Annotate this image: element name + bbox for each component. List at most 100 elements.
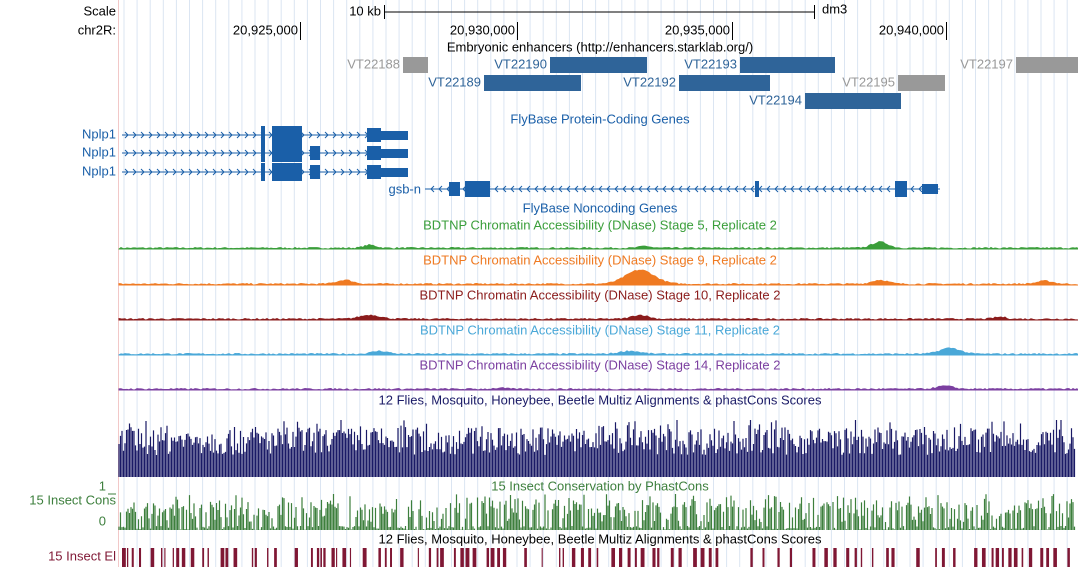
signal (118, 347, 1078, 356)
strand-arrow (228, 149, 233, 157)
element (541, 548, 543, 567)
signal (118, 385, 1078, 391)
strand-arrow (124, 131, 129, 139)
strand-arrow (124, 168, 129, 176)
strand-arrow (550, 185, 555, 193)
strand-arrow (228, 168, 233, 176)
strand-arrow (196, 168, 201, 176)
strand-arrow (132, 168, 137, 176)
strand-arrow (438, 185, 443, 193)
exon (310, 165, 320, 179)
utr (381, 131, 408, 140)
strand-arrow (886, 185, 891, 193)
element (465, 548, 470, 567)
strand-arrow (822, 185, 827, 193)
track-label: 15 Insect El (48, 548, 116, 563)
element (190, 548, 195, 567)
element (490, 548, 495, 567)
strand-arrow (718, 185, 723, 193)
strand-arrow (252, 149, 257, 157)
element (916, 548, 920, 567)
strand-arrow (196, 131, 201, 139)
element (871, 548, 874, 567)
strand-arrow (798, 185, 803, 193)
track-title: 12 Flies, Mosquito, Honeybee, Beetle Mul… (379, 392, 822, 407)
strand-arrow (132, 149, 137, 157)
strand-arrow (244, 168, 249, 176)
signal (118, 314, 1078, 321)
ruler-tick-label: 20,940,000 (879, 22, 944, 37)
enhancer-label: VT22190 (494, 56, 547, 71)
strand-arrow (316, 131, 321, 139)
strand-arrow (356, 168, 361, 176)
ruler-tick-label: 20,930,000 (450, 22, 515, 37)
element (323, 548, 326, 567)
strand-arrow (348, 149, 353, 157)
element (524, 548, 527, 567)
track-title: BDTNP Chromatin Accessibility (DNase) St… (419, 287, 780, 302)
strand-arrow (324, 131, 329, 139)
strand-arrow (678, 185, 683, 193)
strand-arrow (830, 185, 835, 193)
strand-arrow (188, 131, 193, 139)
exon (367, 146, 381, 160)
exon (367, 165, 381, 179)
strand-arrow (228, 131, 233, 139)
axis-label: 1 (99, 478, 106, 493)
strand-arrow (854, 185, 859, 193)
strand-arrow (734, 185, 739, 193)
ruler-tick-label: 20,935,000 (665, 22, 730, 37)
exon (272, 163, 302, 181)
element (320, 548, 322, 567)
strand-arrow (510, 185, 515, 193)
element (580, 548, 584, 567)
element (777, 548, 780, 567)
strand-arrow (356, 149, 361, 157)
strand-arrow (172, 149, 177, 157)
strand-arrow (252, 168, 257, 176)
strand-arrow (172, 168, 177, 176)
element (390, 548, 393, 567)
strand-arrow (430, 185, 435, 193)
strand-arrow (494, 185, 499, 193)
element (762, 548, 765, 567)
strand-arrow (140, 131, 145, 139)
strand-arrow (606, 185, 611, 193)
enhancer-label: VT22194 (749, 92, 802, 107)
strand-arrow (180, 149, 185, 157)
element (789, 548, 793, 567)
strand-arrow (646, 185, 651, 193)
enhancer (1016, 57, 1078, 73)
element (274, 548, 277, 567)
enhancer-label: VT22192 (623, 74, 676, 89)
strand-arrow (878, 185, 883, 193)
strand-arrow (526, 185, 531, 193)
strand-arrow (164, 131, 169, 139)
exon (261, 126, 265, 144)
strand-arrow (742, 185, 747, 193)
strand-arrow (654, 185, 659, 193)
element (693, 548, 697, 567)
strand-arrow (710, 185, 715, 193)
element (833, 548, 837, 567)
element (627, 548, 631, 567)
strand-arrow (782, 185, 787, 193)
element (172, 548, 174, 567)
signal (117, 241, 1078, 250)
element (1001, 548, 1004, 567)
element (1028, 548, 1033, 567)
strand-arrow (774, 185, 779, 193)
enhancer (679, 75, 770, 91)
element (502, 548, 507, 567)
strand-arrow (806, 185, 811, 193)
enhancer-label: VT22193 (684, 56, 737, 71)
strand-arrow (188, 149, 193, 157)
element (1021, 548, 1024, 567)
track-label: 15 Insect Cons (29, 492, 116, 507)
exon (895, 181, 907, 197)
element (453, 548, 456, 567)
exon (272, 144, 302, 162)
element (150, 548, 155, 567)
element (251, 548, 254, 567)
element (436, 548, 439, 567)
